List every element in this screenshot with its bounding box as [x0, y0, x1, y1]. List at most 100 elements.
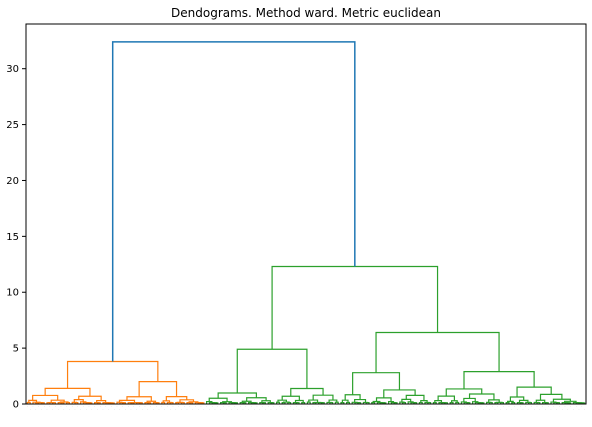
leaf-label: ·: [201, 404, 202, 408]
leaf-label: ·: [66, 404, 67, 408]
leaf-label: ·: [579, 407, 580, 411]
leaf-label: ·: [248, 407, 249, 411]
y-tick-label: 15: [6, 232, 19, 243]
leaf-label: ·: [472, 407, 473, 411]
leaf-label: ·: [287, 407, 288, 411]
leaf-label: ·: [206, 404, 207, 408]
leaf-label: ·: [209, 407, 210, 411]
leaf-label: ·: [371, 407, 372, 411]
leaf-label: ·: [139, 404, 140, 408]
leaf-label: ·: [573, 407, 574, 411]
leaf-label: ·: [33, 404, 34, 408]
leaf-label: ·: [117, 404, 118, 408]
leaf-label: ·: [335, 404, 336, 408]
leaf-label: ·: [251, 404, 252, 408]
leaf-label: ·: [497, 404, 498, 408]
leaf-label: ·: [231, 407, 232, 411]
leaf-label: ·: [215, 407, 216, 411]
leaf-label: ·: [553, 404, 554, 408]
leaf-label: ·: [422, 407, 423, 411]
leaf-label: ·: [259, 407, 260, 411]
leaf-label: ·: [145, 404, 146, 408]
leaf-label: ·: [341, 404, 342, 408]
leaf-label: ·: [192, 407, 193, 411]
leaf-label: ·: [467, 407, 468, 411]
leaf-label: ·: [374, 404, 375, 408]
leaf-label: ·: [355, 407, 356, 411]
leaf-label: ·: [411, 407, 412, 411]
leaf-label: ·: [436, 404, 437, 408]
leaf-label: ·: [170, 407, 171, 411]
leaf-label: ·: [397, 404, 398, 408]
leaf-label: ·: [310, 407, 311, 411]
leaf-label: ·: [257, 404, 258, 408]
leaf-label: ·: [461, 407, 462, 411]
leaf-label: ·: [324, 404, 325, 408]
leaf-label: ·: [534, 407, 535, 411]
leaf-label: ·: [100, 404, 101, 408]
leaf-label: ·: [150, 404, 151, 408]
leaf-label: ·: [119, 407, 120, 411]
leaf-label: ·: [511, 407, 512, 411]
leaf-label: ·: [86, 407, 87, 411]
leaf-label: ·: [223, 404, 224, 408]
leaf-label: ·: [178, 404, 179, 408]
leaf-label: ·: [89, 404, 90, 408]
leaf-label: ·: [167, 404, 168, 408]
leaf-label: ·: [55, 404, 56, 408]
leaf-label: ·: [360, 407, 361, 411]
leaf-label: ·: [195, 404, 196, 408]
leaf-label: ·: [114, 407, 115, 411]
leaf-label: ·: [142, 407, 143, 411]
leaf-label: ·: [147, 407, 148, 411]
leaf-label: ·: [388, 407, 389, 411]
leaf-label: ·: [363, 404, 364, 408]
dendrogram-links: [26, 41, 586, 404]
leaf-label: ·: [131, 407, 132, 411]
leaf-label: ·: [503, 404, 504, 408]
leaf-label: ·: [91, 407, 92, 411]
leaf-label: ·: [271, 407, 272, 411]
leaf-label: ·: [439, 407, 440, 411]
leaf-label: ·: [556, 407, 557, 411]
leaf-label: ·: [537, 404, 538, 408]
leaf-label: ·: [584, 407, 585, 411]
leaf-label: ·: [469, 404, 470, 408]
plot-frame: [25, 23, 587, 405]
leaf-label: ·: [49, 404, 50, 408]
leaf-label: ·: [528, 407, 529, 411]
y-axis: 0 5 10 15 20 25 30: [6, 64, 26, 411]
leaf-label: ·: [377, 407, 378, 411]
leaf-label: ·: [514, 404, 515, 408]
leaf-label: ·: [181, 407, 182, 411]
dendrogram-link: [59, 401, 69, 403]
leaf-label: ·: [243, 407, 244, 411]
leaf-label: ·: [159, 407, 160, 411]
leaf-label: ·: [576, 404, 577, 408]
leaf-label: ·: [430, 404, 431, 408]
leaf-label: ·: [293, 407, 294, 411]
leaf-label: ·: [262, 404, 263, 408]
chart-title: Dendograms. Method ward. Metric euclidea…: [171, 6, 441, 20]
leaf-label: ·: [453, 404, 454, 408]
leaf-label: ·: [346, 404, 347, 408]
leaf-label: ·: [268, 404, 269, 408]
leaf-label: ·: [567, 407, 568, 411]
leaf-label: ·: [391, 404, 392, 408]
leaf-label: ·: [495, 407, 496, 411]
leaf-label: ·: [234, 404, 235, 408]
leaf-label: ·: [240, 404, 241, 408]
leaf-label: ·: [38, 404, 39, 408]
leaf-label: ·: [153, 407, 154, 411]
leaf-label: ·: [444, 407, 445, 411]
leaf-label: ·: [175, 407, 176, 411]
leaf-label: ·: [276, 407, 277, 411]
leaf-label: ·: [61, 404, 62, 408]
leaf-label: ·: [548, 404, 549, 408]
leaf-label: ·: [458, 404, 459, 408]
leaf-label: ·: [265, 407, 266, 411]
leaf-label: ·: [570, 404, 571, 408]
leaf-label: ·: [399, 407, 400, 411]
